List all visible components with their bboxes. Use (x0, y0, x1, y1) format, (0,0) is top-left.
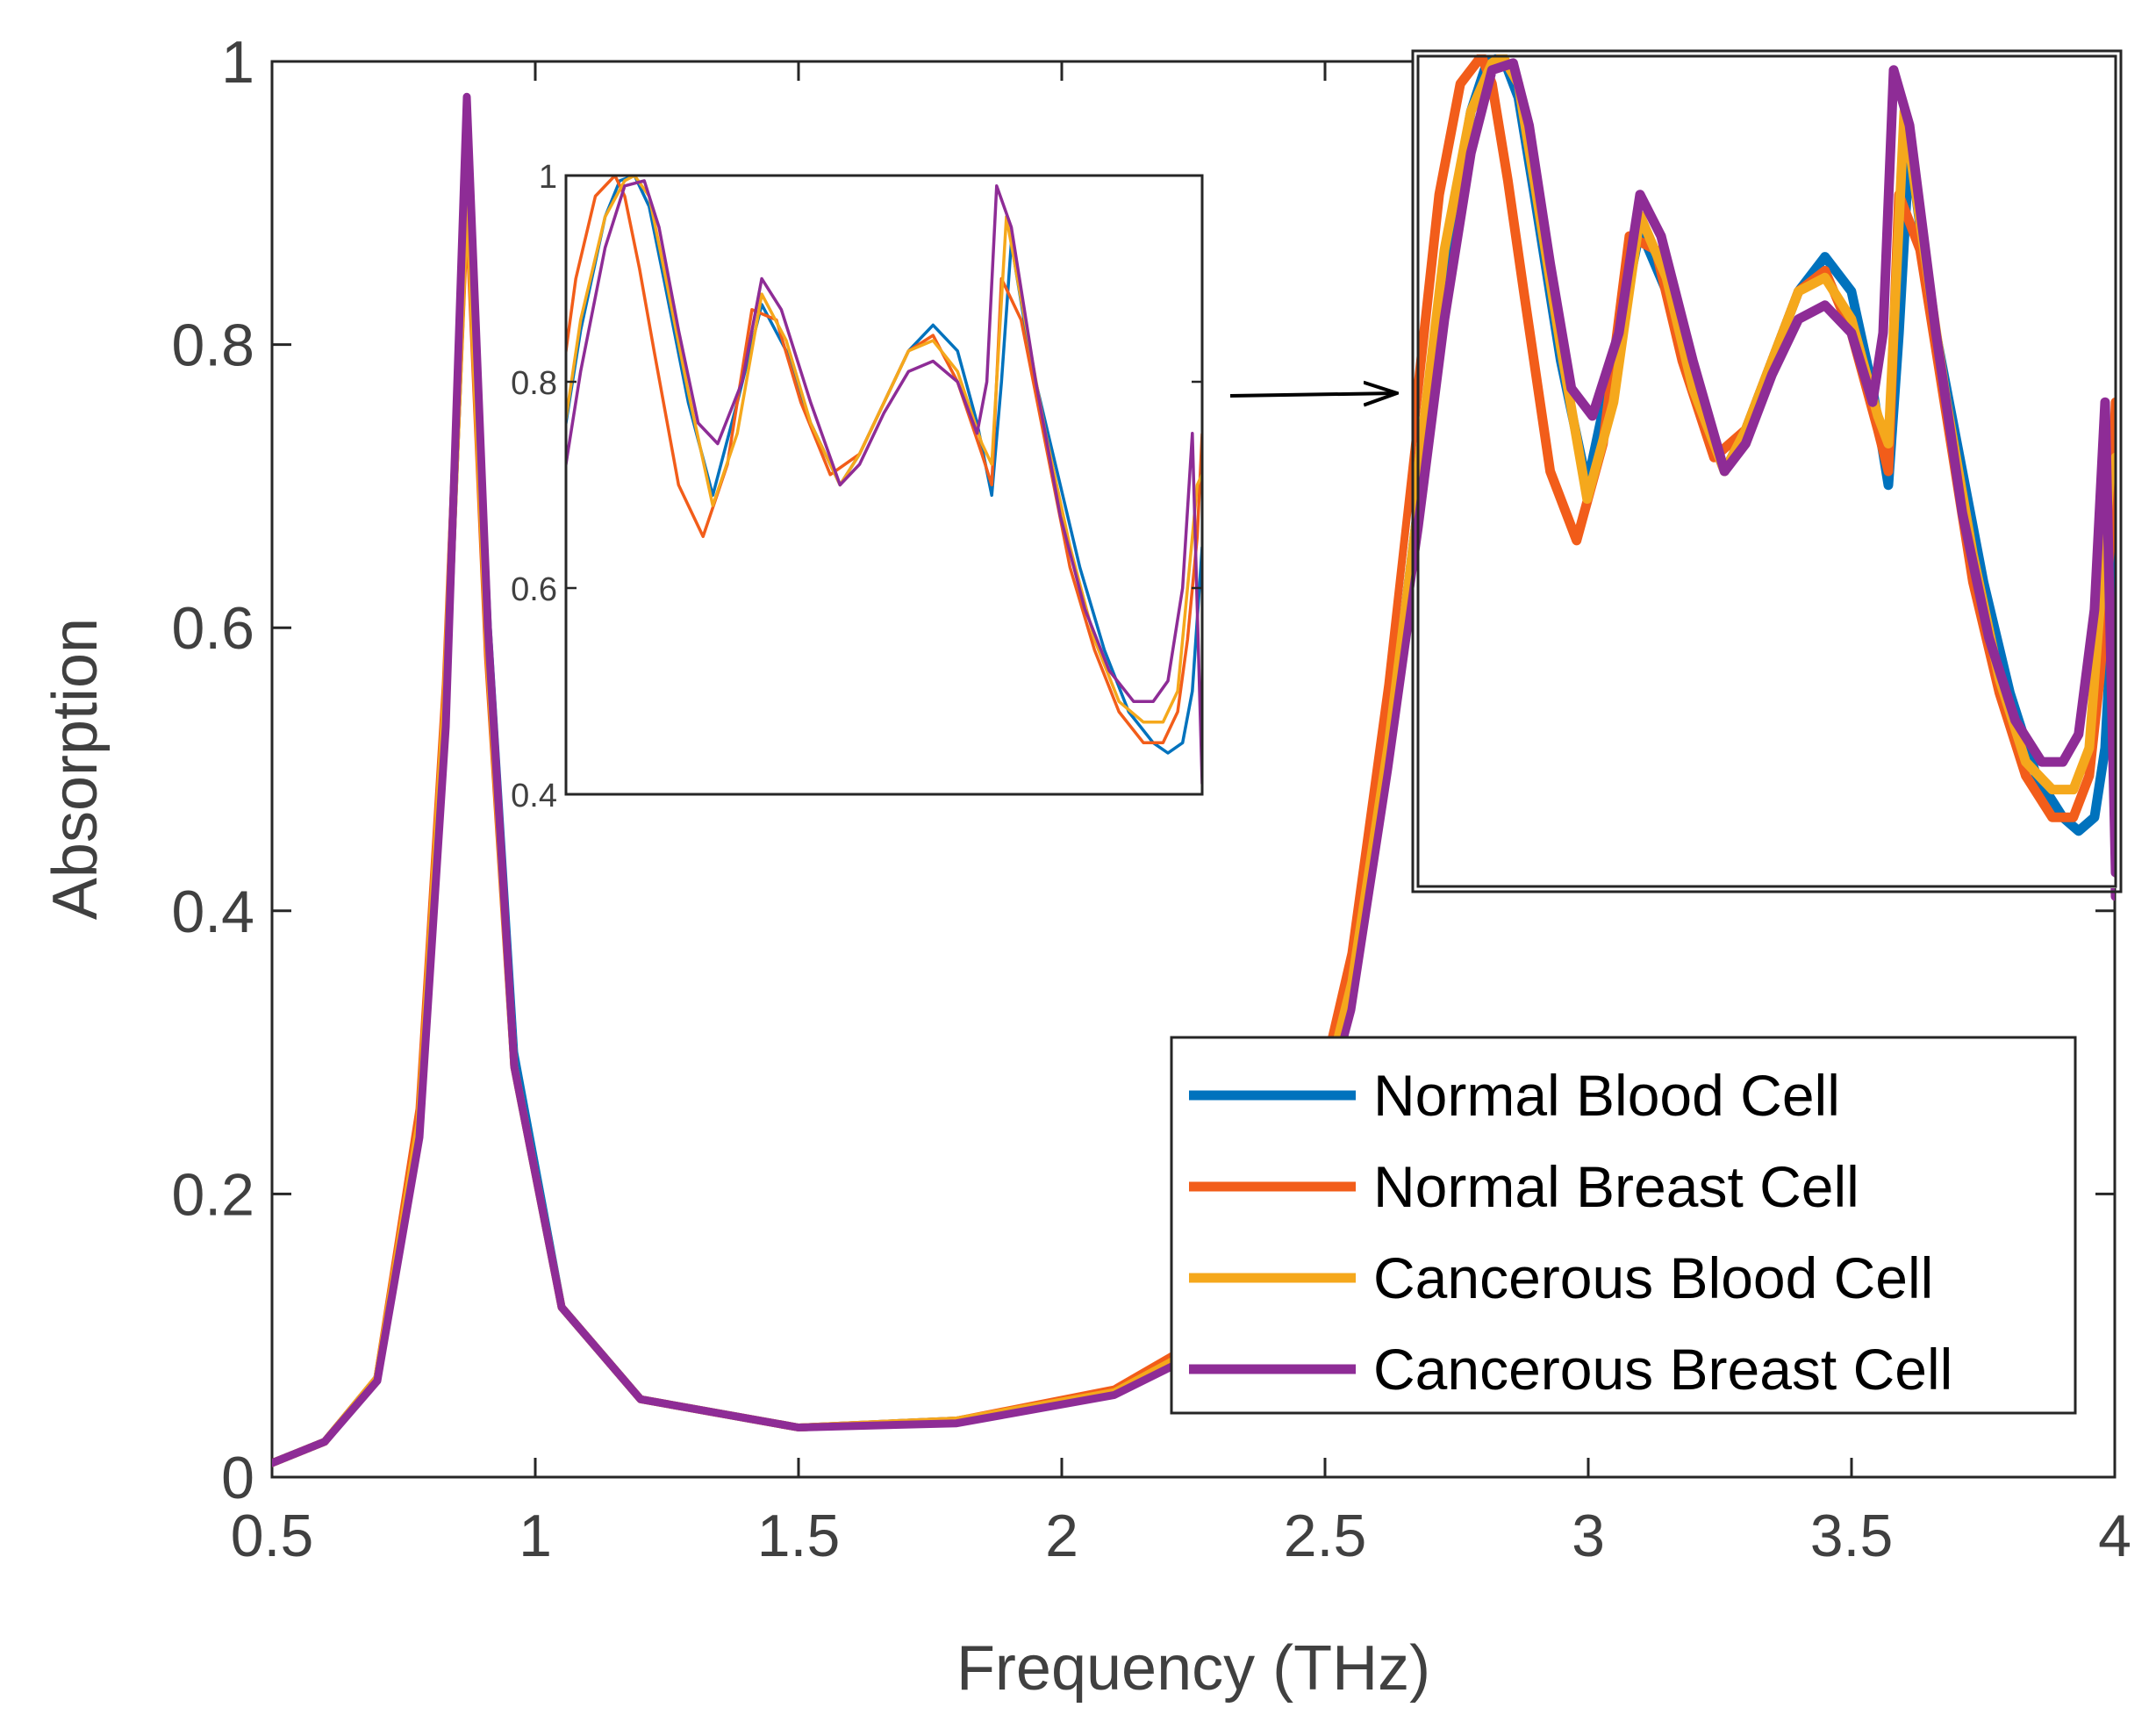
x-axis-title: Frequency (THz) (956, 1633, 1430, 1704)
y-tick-label: 0.6 (171, 595, 254, 662)
zoom-box-series-group (1413, 54, 2116, 878)
y-tick-label: 0 (221, 1445, 254, 1511)
main-tick-labels: 0.5 1 1.5 2 2.5 3 3.5 4 0 0.2 0.4 0.6 0.8 1 (171, 29, 2131, 1569)
inset-y-tick-label: 0.4 (511, 778, 557, 814)
y-tick-label: 0.4 (171, 879, 254, 945)
legend-label-normal-breast: Normal Breast Cell (1373, 1154, 1859, 1219)
x-tick-label: 3.5 (1810, 1503, 1894, 1569)
legend-label-cancerous-blood: Cancerous Blood Cell (1373, 1245, 1933, 1310)
zoom-box-frame-inner (1416, 54, 2117, 888)
inset-y-tick-label: 0.6 (511, 571, 557, 608)
inset-background (566, 176, 1202, 794)
inset-series-group (566, 176, 1202, 785)
x-tick-label: 4 (2098, 1503, 2131, 1569)
zoom-line-cancerous-breast (1413, 58, 2116, 878)
legend-label-cancerous-breast: Cancerous Breast Cell (1373, 1337, 1952, 1402)
inset-tick-labels: 0.4 0.6 0.8 1 (511, 159, 557, 814)
zoom-arrow (1229, 393, 1397, 396)
inset-axis-ticks (566, 174, 1202, 796)
y-tick-label: 1 (221, 29, 254, 96)
y-tick-label: 0.2 (171, 1161, 254, 1228)
inset-line-normal-breast (566, 176, 1202, 745)
inset-y-tick-label: 1 (539, 159, 557, 196)
legend-items: Normal Blood Cell Normal Breast Cell Cance… (1189, 1063, 1952, 1402)
y-axis-title: Absorption (40, 618, 111, 920)
x-tick-label: 2 (1045, 1503, 1078, 1569)
inset-y-tick-label: 0.8 (511, 365, 557, 402)
inset-line-cancerous-breast (566, 179, 1202, 785)
x-tick-label: 2.5 (1284, 1503, 1367, 1569)
y-tick-label: 0.8 (171, 312, 254, 379)
inset-frame (564, 174, 1204, 796)
x-tick-label: 0.5 (231, 1503, 314, 1569)
legend-label-normal-blood: Normal Blood Cell (1373, 1063, 1840, 1128)
x-tick-label: 3 (1572, 1503, 1605, 1569)
inset-line-cancerous-blood (566, 176, 1202, 724)
zoom-box-frame-outer (1411, 49, 2123, 893)
x-tick-label: 1.5 (757, 1503, 841, 1569)
legend: Normal Blood Cell Normal Breast Cell Cance… (1170, 1036, 2077, 1415)
zoom-box-background (1413, 54, 2116, 888)
x-tick-label: 1 (519, 1503, 552, 1569)
